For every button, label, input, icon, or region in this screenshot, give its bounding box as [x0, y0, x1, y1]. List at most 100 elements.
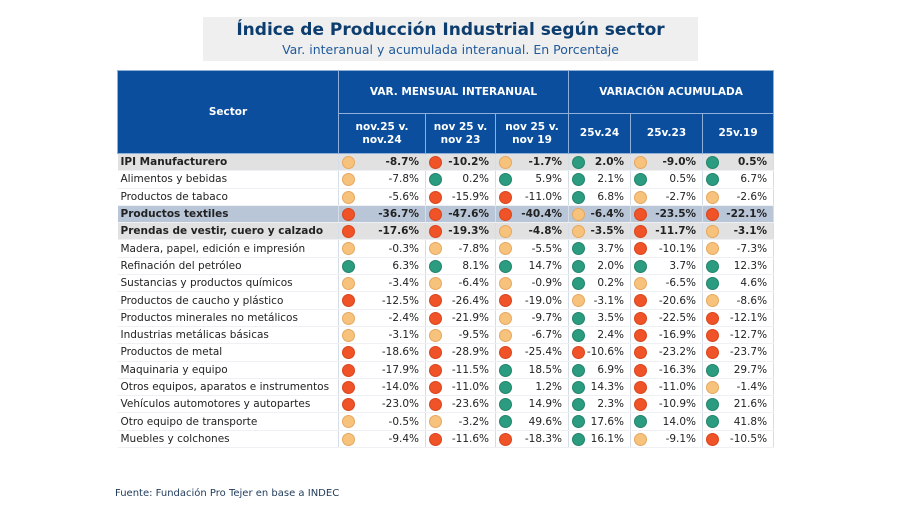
status-dot-icon [429, 225, 442, 239]
value-cell: -10.2% [425, 153, 496, 172]
status-dot-icon [572, 190, 586, 204]
value-cell: 2.0% [568, 257, 632, 276]
value-cell: 6.7% [702, 170, 775, 189]
status-dot-icon [499, 346, 512, 360]
value-text: -12.5% [381, 294, 419, 307]
status-dot-icon [429, 328, 442, 342]
value-cell: 2.0% [568, 153, 632, 172]
status-dot-icon [572, 173, 586, 187]
value-text: 6.9% [597, 363, 625, 376]
value-text: -11.0% [524, 190, 563, 203]
value-cell: -18.6% [338, 343, 426, 362]
value-cell: 8.1% [425, 257, 496, 276]
status-dot-icon [429, 311, 442, 325]
value-cell: -10.1% [630, 239, 704, 258]
value-text: 3.5% [597, 311, 625, 324]
value-cell: -3.1% [702, 222, 775, 241]
status-dot-icon [706, 190, 720, 204]
status-dot-icon [706, 173, 720, 187]
column-header: nov 25 v. nov 19 [494, 113, 570, 154]
value-cell: -20.6% [630, 291, 704, 310]
value-text: -8.7% [385, 156, 419, 169]
value-cell: -17.9% [338, 361, 426, 379]
status-dot-icon [706, 225, 720, 239]
value-cell: 14.3% [568, 378, 632, 397]
value-cell: -5.6% [338, 188, 426, 206]
value-text: -10.6% [586, 346, 625, 359]
value-cell: -3.4% [338, 274, 426, 293]
value-text: 6.8% [597, 190, 625, 203]
table-row: Productos de tabaco -5.6% -15.9% -11.0% 6.8%… [117, 188, 775, 206]
column-header: 25v.23 [630, 113, 704, 154]
value-cell: -7.8% [338, 170, 426, 189]
value-cell: -2.4% [338, 309, 426, 327]
value-cell: -19.0% [495, 291, 570, 310]
value-cell: -12.5% [338, 291, 426, 310]
value-text: -2.6% [736, 190, 768, 203]
value-text: -9.1% [665, 432, 697, 445]
table-row: IPI Manufacturero -8.7% -10.2% -1.7% 2.0% -9.… [117, 153, 775, 172]
status-dot-icon [634, 294, 648, 308]
column-header: 25v.24 [568, 113, 632, 154]
status-dot-icon [499, 328, 512, 342]
value-cell: -25.4% [495, 343, 570, 362]
status-dot-icon [429, 190, 442, 204]
value-cell: 49.6% [495, 412, 570, 431]
value-cell: 14.0% [630, 412, 704, 431]
value-text: -9.0% [662, 156, 697, 169]
table-row: Productos de caucho y plástico -12.5% -26.… [117, 291, 775, 310]
value-cell: -0.3% [338, 239, 426, 258]
status-dot-icon [499, 207, 512, 221]
value-text: 14.7% [528, 259, 563, 272]
status-dot-icon [342, 346, 355, 360]
sector-label: Productos minerales no metálicos [117, 309, 339, 327]
status-dot-icon [342, 259, 355, 273]
value-text: -6.4% [458, 277, 489, 290]
value-text: 18.5% [528, 363, 563, 376]
table-row: Madera, papel, edición e impresión -0.3% -… [117, 239, 775, 258]
value-cell: -16.3% [630, 361, 704, 379]
value-cell: -7.8% [425, 239, 496, 258]
status-dot-icon [706, 363, 720, 377]
status-dot-icon [706, 415, 720, 429]
value-cell: -10.5% [702, 430, 775, 449]
value-cell: 21.6% [702, 395, 775, 414]
status-dot-icon [429, 156, 442, 169]
sector-label: Industrias metálicas básicas [117, 326, 339, 345]
status-dot-icon [572, 363, 586, 377]
value-cell: -18.3% [495, 430, 570, 449]
status-dot-icon [342, 398, 355, 412]
status-dot-icon [572, 311, 586, 325]
value-text: -1.7% [528, 156, 563, 169]
status-dot-icon [706, 277, 720, 291]
status-dot-icon [706, 328, 720, 342]
value-text: 14.3% [590, 381, 625, 393]
value-text: 6.7% [740, 173, 768, 186]
value-text: 2.0% [597, 259, 625, 272]
value-text: -18.3% [524, 432, 563, 445]
status-dot-icon [429, 173, 442, 187]
status-dot-icon [429, 242, 442, 256]
value-text: -0.9% [531, 277, 563, 290]
status-dot-icon [429, 259, 442, 273]
value-cell: -8.6% [702, 291, 775, 310]
sector-label: Productos de tabaco [117, 188, 339, 206]
value-cell: -23.0% [338, 395, 426, 414]
value-cell: -6.7% [495, 326, 570, 345]
status-dot-icon [706, 346, 720, 360]
status-dot-icon [572, 259, 586, 273]
value-cell: -0.9% [495, 274, 570, 293]
value-text: -23.5% [655, 208, 697, 221]
value-cell: -21.9% [425, 309, 496, 327]
value-text: -16.9% [658, 329, 697, 342]
value-text: -9.5% [458, 329, 489, 342]
value-text: -1.4% [736, 381, 768, 393]
status-dot-icon [572, 294, 586, 308]
status-dot-icon [706, 380, 720, 394]
value-cell: -6.5% [630, 274, 704, 293]
value-text: 1.2% [535, 381, 563, 393]
value-text: -17.9% [381, 363, 419, 376]
value-text: -5.6% [388, 190, 419, 203]
value-cell: 17.6% [568, 412, 632, 431]
status-dot-icon [706, 242, 720, 256]
